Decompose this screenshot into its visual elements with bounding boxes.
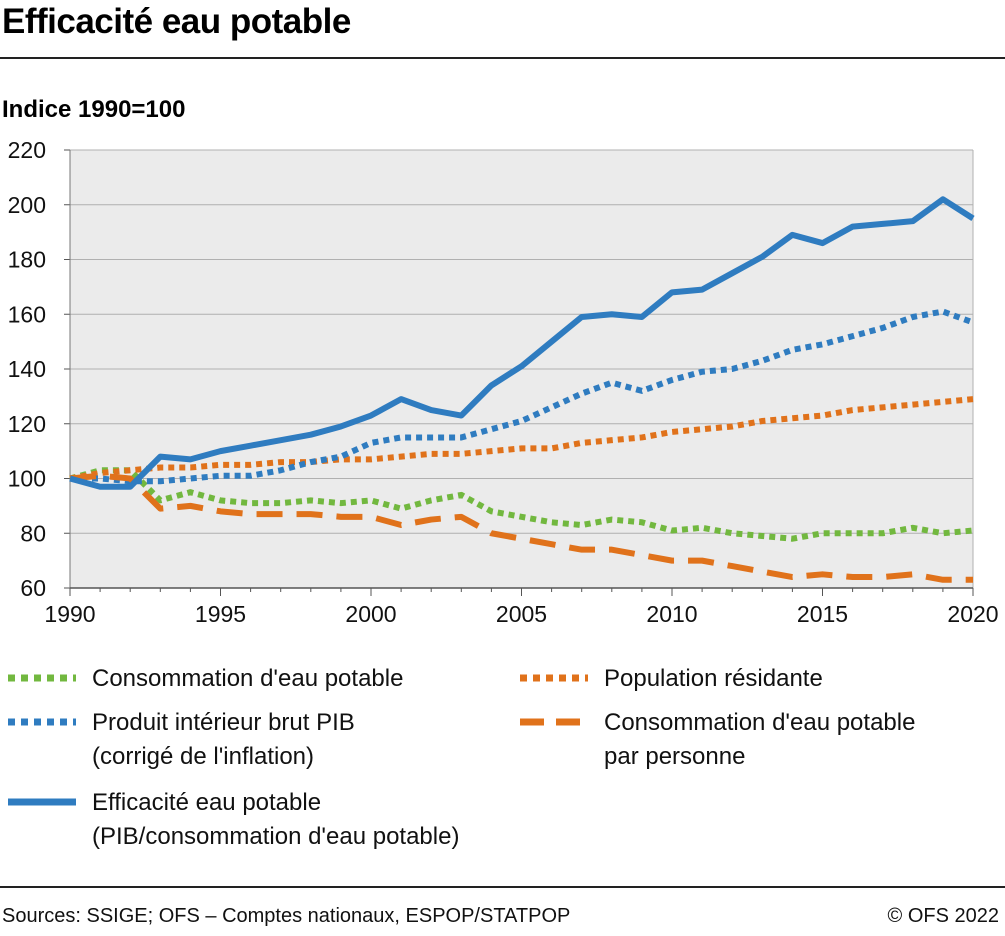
x-axis: 1990 1995 2000 2005 2010 2015 2020 — [44, 587, 999, 627]
sources-note: Sources: SSIGE; OFS – Comptes nationaux,… — [2, 905, 571, 927]
x-tick-label: 2005 — [496, 601, 547, 627]
legend-item-gdp: Produit intérieur brut PIB (corrigé de l… — [6, 706, 355, 774]
legend-label-efficiency: Efficacité eau potable (PIB/consommation… — [92, 789, 460, 850]
x-tick-label: 1990 — [44, 601, 95, 627]
y-tick-label: 60 — [20, 575, 46, 601]
line-chart: 60 80 100 120 140 160 180 200 220 1990 1995 2000 20… — [8, 137, 999, 627]
legend-item-population: Population résidante — [518, 662, 823, 696]
x-tick-label: 2000 — [345, 601, 396, 627]
series-line-1 — [69, 396, 974, 482]
legend-swatch-blue-solid — [8, 798, 76, 806]
copyright: © OFS 2022 — [887, 905, 999, 927]
x-tick-label: 1995 — [195, 601, 246, 627]
legend-item-water-consumption: Consommation d'eau potable — [6, 662, 403, 696]
series-line-4 — [69, 196, 975, 490]
series-line-3 — [69, 472, 973, 583]
legend-label-consumption-per-person: Consommation d'eau potable par personne — [604, 709, 916, 770]
x-tick-label: 2015 — [797, 601, 848, 627]
legend-swatch-blue-dotted — [8, 718, 76, 726]
y-tick-label: 100 — [8, 466, 46, 492]
y-axis: 60 80 100 120 140 160 180 200 220 — [8, 137, 974, 601]
x-tick-label: 2020 — [947, 601, 998, 627]
legend-item-efficiency: Efficacité eau potable (PIB/consommation… — [6, 786, 459, 854]
top-divider — [0, 57, 1005, 59]
y-tick-label: 200 — [8, 192, 46, 218]
y-axis-unit-label: Indice 1990=100 — [2, 96, 186, 123]
legend-label-gdp: Produit intérieur brut PIB (corrigé de l… — [92, 709, 355, 770]
y-tick-label: 220 — [8, 137, 46, 163]
legend-label-population: Population résidante — [604, 665, 823, 692]
y-tick-label: 120 — [8, 411, 46, 437]
legend-swatch-orange-dotted — [520, 674, 588, 682]
x-tick-label: 2010 — [646, 601, 697, 627]
y-tick-label: 160 — [8, 301, 46, 327]
chart-title: Efficacité eau potable — [2, 2, 351, 41]
bottom-divider — [0, 886, 1005, 888]
y-tick-label: 180 — [8, 247, 46, 273]
legend-label-water-consumption: Consommation d'eau potable — [92, 665, 404, 692]
legend-swatch-orange-dashed — [520, 718, 588, 726]
y-tick-label: 140 — [8, 356, 46, 382]
legend-swatch-green-dotted — [8, 674, 76, 682]
y-tick-label: 80 — [20, 520, 46, 546]
series-lines — [69, 196, 975, 583]
legend-item-consumption-per-person: Consommation d'eau potable par personne — [518, 706, 915, 774]
series-line-0 — [69, 467, 974, 542]
